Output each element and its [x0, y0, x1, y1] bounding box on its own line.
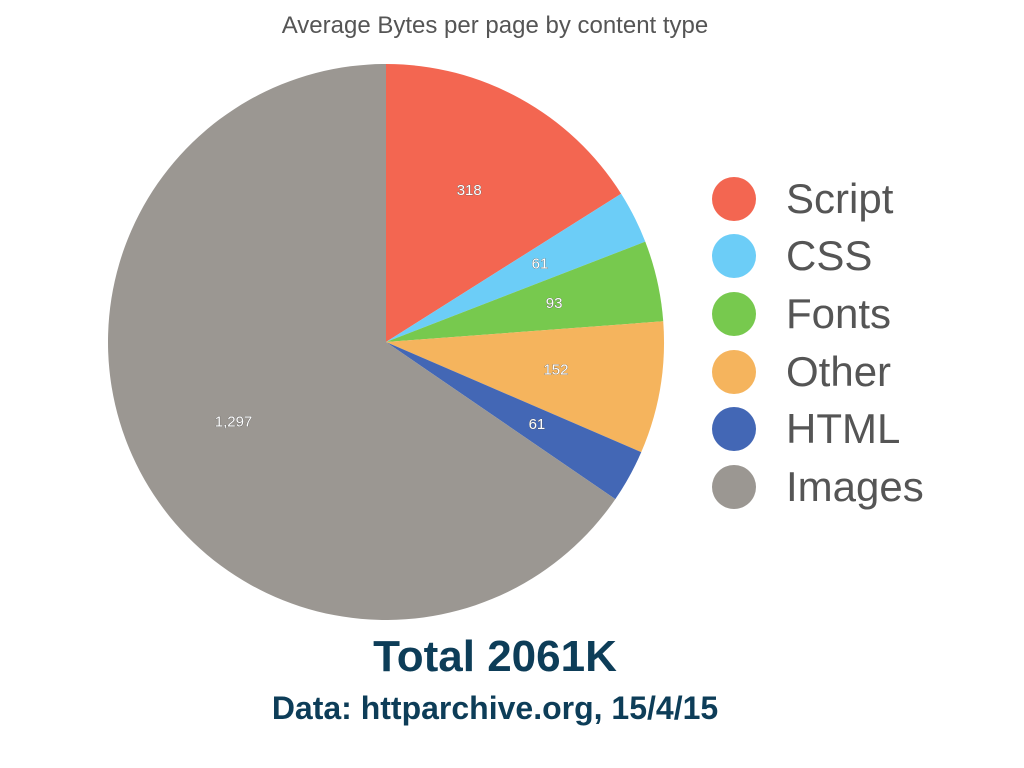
slice-value-label-fonts: 93: [546, 295, 563, 312]
legend-swatch-script: [712, 176, 756, 221]
pie-slice-html: [386, 342, 642, 500]
legend-swatch-css: [712, 234, 756, 279]
legend-swatch-images: [712, 464, 756, 509]
legend-label-html: HTML: [786, 405, 901, 453]
legend-item-other: Other: [712, 343, 1012, 401]
legend-item-fonts: Fonts: [712, 285, 1012, 343]
legend-label-images: Images: [786, 462, 924, 510]
chart-legend: Script CSS Fonts Other HTML Images: [712, 170, 1012, 516]
pie-slice-fonts: [386, 241, 664, 342]
slice-value-label-html: 61: [529, 416, 546, 433]
pie-slice-css: [386, 193, 646, 342]
legend-label-fonts: Fonts: [786, 289, 892, 337]
legend-swatch-html: [712, 407, 756, 452]
legend-label-script: Script: [786, 174, 894, 222]
pie-slice-other: [386, 321, 665, 453]
source-label: Data: httparchive.org, 15/4/15: [271, 690, 719, 726]
legend-item-html: HTML: [712, 400, 1012, 458]
legend-swatch-other: [712, 349, 756, 394]
pie-slice-images: [108, 64, 616, 620]
legend-item-script: Script: [712, 170, 1012, 228]
total-label: Total 2061K: [373, 632, 617, 681]
legend-item-css: CSS: [712, 228, 1012, 286]
slice-value-label-images: 1,297: [215, 413, 253, 430]
legend-label-other: Other: [786, 347, 892, 395]
legend-item-images: Images: [712, 458, 1012, 516]
legend-label-css: CSS: [786, 232, 873, 280]
pie-slice-script: [386, 64, 622, 342]
chart-title: Average Bytes per page by content type: [281, 12, 709, 39]
slice-value-label-script: 318: [457, 182, 482, 199]
slice-value-label-other: 152: [543, 362, 568, 379]
slice-value-label-css: 61: [532, 256, 549, 273]
legend-swatch-fonts: [712, 291, 756, 336]
